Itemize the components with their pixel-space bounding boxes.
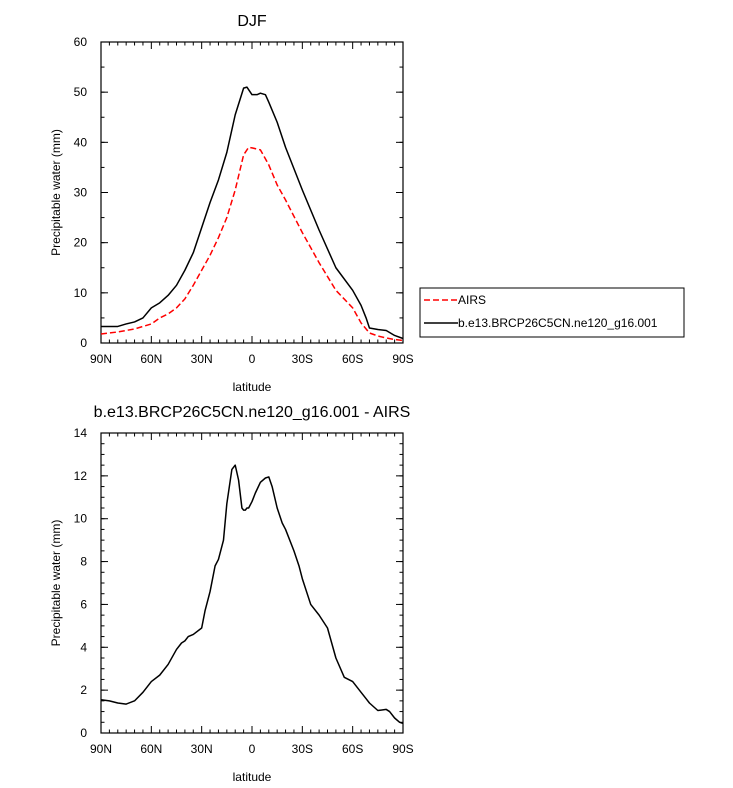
x-tick-label: 60N xyxy=(140,742,162,756)
panel-bottom: b.e13.BRCP26C5CN.ne120_g16.001 - AIRS 90N… xyxy=(49,404,414,784)
y-tick-label: 6 xyxy=(80,597,87,611)
chart-title: DJF xyxy=(237,13,267,30)
legend-box xyxy=(419,287,685,338)
x-tick-label: 90S xyxy=(392,742,413,756)
x-tick-label: 60S xyxy=(342,352,363,366)
y-tick-label: 40 xyxy=(74,135,88,149)
y-tick-label: 0 xyxy=(80,336,87,350)
legend-label: b.e13.BRCP26C5CN.ne120_g16.001 xyxy=(458,316,658,330)
y-tick-label: 14 xyxy=(74,426,88,440)
y-tick-label: 60 xyxy=(74,35,88,49)
x-axis-label: latitude xyxy=(233,770,272,784)
y-tick-label: 30 xyxy=(74,186,88,200)
x-axis-label: latitude xyxy=(233,380,272,394)
y-tick-label: 12 xyxy=(74,469,88,483)
x-tick-label: 0 xyxy=(249,352,256,366)
legend: AIRS b.e13.BRCP26C5CN.ne120_g16.001 xyxy=(419,287,685,338)
x-tick-label: 30N xyxy=(191,352,213,366)
series-line-airs xyxy=(100,146,404,342)
x-tick-label: 60S xyxy=(342,742,363,756)
x-tick-label: 30N xyxy=(191,742,213,756)
y-axis-label: Precipitable water (mm) xyxy=(49,520,63,647)
legend-label: AIRS xyxy=(458,293,486,307)
y-tick-label: 8 xyxy=(80,555,87,569)
y-tick-label: 2 xyxy=(80,683,87,697)
x-tick-label: 90S xyxy=(392,352,413,366)
y-tick-label: 20 xyxy=(74,236,88,250)
y-tick-label: 0 xyxy=(80,726,87,740)
y-tick-label: 10 xyxy=(74,286,88,300)
x-tick-label: 30S xyxy=(292,742,313,756)
chart-title: b.e13.BRCP26C5CN.ne120_g16.001 - AIRS xyxy=(94,404,411,421)
x-tick-label: 60N xyxy=(140,352,162,366)
y-axis-label: Precipitable water (mm) xyxy=(49,129,63,256)
y-tick-label: 4 xyxy=(80,640,87,654)
series-line-difference xyxy=(100,464,404,725)
series-line-b-e13-brcp26c5cn-ne120-g16-001 xyxy=(101,86,404,340)
x-tick-label: 90N xyxy=(90,742,112,756)
y-tick-label: 10 xyxy=(74,512,88,526)
panel-top: DJF 90N 60N 30N 0 30S 60S 90S 0 10 20 30 40 50 60 latit… xyxy=(49,13,685,394)
x-tick-label: 0 xyxy=(249,742,256,756)
x-tick-label: 30S xyxy=(292,352,313,366)
y-tick-label: 50 xyxy=(74,85,88,99)
x-tick-label: 90N xyxy=(90,352,112,366)
